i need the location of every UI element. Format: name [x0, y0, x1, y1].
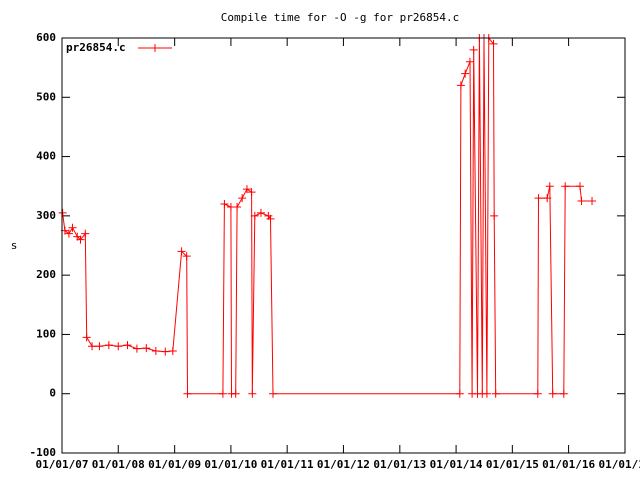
- point-marker: [161, 347, 170, 356]
- point-marker: [247, 188, 256, 197]
- chart-title: Compile time for -O -g for pr26854.c: [221, 11, 459, 24]
- point-marker: [482, 389, 491, 398]
- point-marker: [456, 81, 465, 90]
- x-tick-label: 01/01/08: [92, 458, 145, 471]
- point-marker: [68, 223, 77, 232]
- y-tick-label: 400: [36, 150, 56, 163]
- x-tick-label: 01/01/16: [542, 458, 595, 471]
- x-tick-label: 01/01/12: [317, 458, 370, 471]
- point-marker: [543, 194, 552, 203]
- point-marker: [250, 211, 259, 220]
- point-marker: [168, 347, 177, 356]
- point-marker: [465, 57, 474, 66]
- point-marker: [104, 341, 113, 350]
- point-marker: [559, 389, 568, 398]
- x-tick-label: 01/01/09: [148, 458, 201, 471]
- point-marker: [238, 194, 247, 203]
- y-tick-label: 300: [36, 209, 56, 222]
- point-marker: [534, 194, 543, 203]
- legend-label: pr26854.c: [66, 41, 126, 54]
- point-marker: [266, 214, 275, 223]
- x-tick-label: 01/01/07: [36, 458, 89, 471]
- point-marker: [220, 200, 229, 208]
- point-marker: [256, 208, 265, 217]
- point-marker: [58, 208, 67, 217]
- point-marker: [82, 333, 91, 342]
- y-tick-label: 0: [49, 387, 56, 400]
- point-marker: [233, 202, 242, 211]
- y-tick-label: 100: [36, 327, 56, 340]
- point-marker: [455, 389, 464, 398]
- point-marker: [132, 344, 141, 353]
- point-marker: [561, 182, 570, 191]
- x-tick-label: 01/01/17: [599, 458, 640, 471]
- y-tick-label: -100: [30, 446, 57, 459]
- point-marker: [533, 389, 542, 398]
- point-marker: [577, 197, 586, 206]
- point-marker: [469, 45, 478, 54]
- point-marker: [491, 389, 500, 398]
- point-marker: [88, 342, 97, 351]
- point-marker: [183, 389, 192, 398]
- x-tick-label: 01/01/10: [204, 458, 257, 471]
- point-marker: [81, 229, 90, 238]
- x-tick-label: 01/01/13: [373, 458, 426, 471]
- y-axis-label: s: [11, 239, 18, 252]
- point-marker: [218, 389, 227, 398]
- point-marker: [151, 347, 160, 356]
- point-marker: [114, 342, 123, 351]
- point-marker: [177, 247, 186, 256]
- y-tick-label: 500: [36, 90, 56, 103]
- point-marker: [182, 252, 191, 261]
- point-marker: [95, 342, 104, 351]
- x-tick-label: 01/01/15: [486, 458, 539, 471]
- x-tick-label: 01/01/11: [261, 458, 314, 471]
- y-tick-label: 600: [36, 31, 56, 44]
- point-marker: [489, 39, 498, 48]
- point-marker: [231, 389, 240, 398]
- point-marker: [248, 389, 257, 398]
- plot: pr26854.c: [58, 34, 597, 398]
- point-marker: [242, 185, 251, 194]
- point-marker: [64, 229, 73, 238]
- point-marker: [461, 69, 470, 78]
- point-marker: [545, 182, 554, 191]
- point-marker: [123, 341, 132, 350]
- point-marker: [76, 235, 85, 244]
- point-marker: [142, 344, 151, 353]
- point-marker: [490, 211, 499, 220]
- y-tick-label: 200: [36, 268, 56, 281]
- x-tick-label: 01/01/14: [430, 458, 483, 471]
- legend-swatch-marker: [151, 44, 159, 52]
- point-marker: [588, 197, 597, 206]
- point-marker: [268, 389, 277, 398]
- plot-border: [61, 37, 626, 454]
- point-marker: [575, 182, 584, 191]
- point-marker: [548, 389, 557, 398]
